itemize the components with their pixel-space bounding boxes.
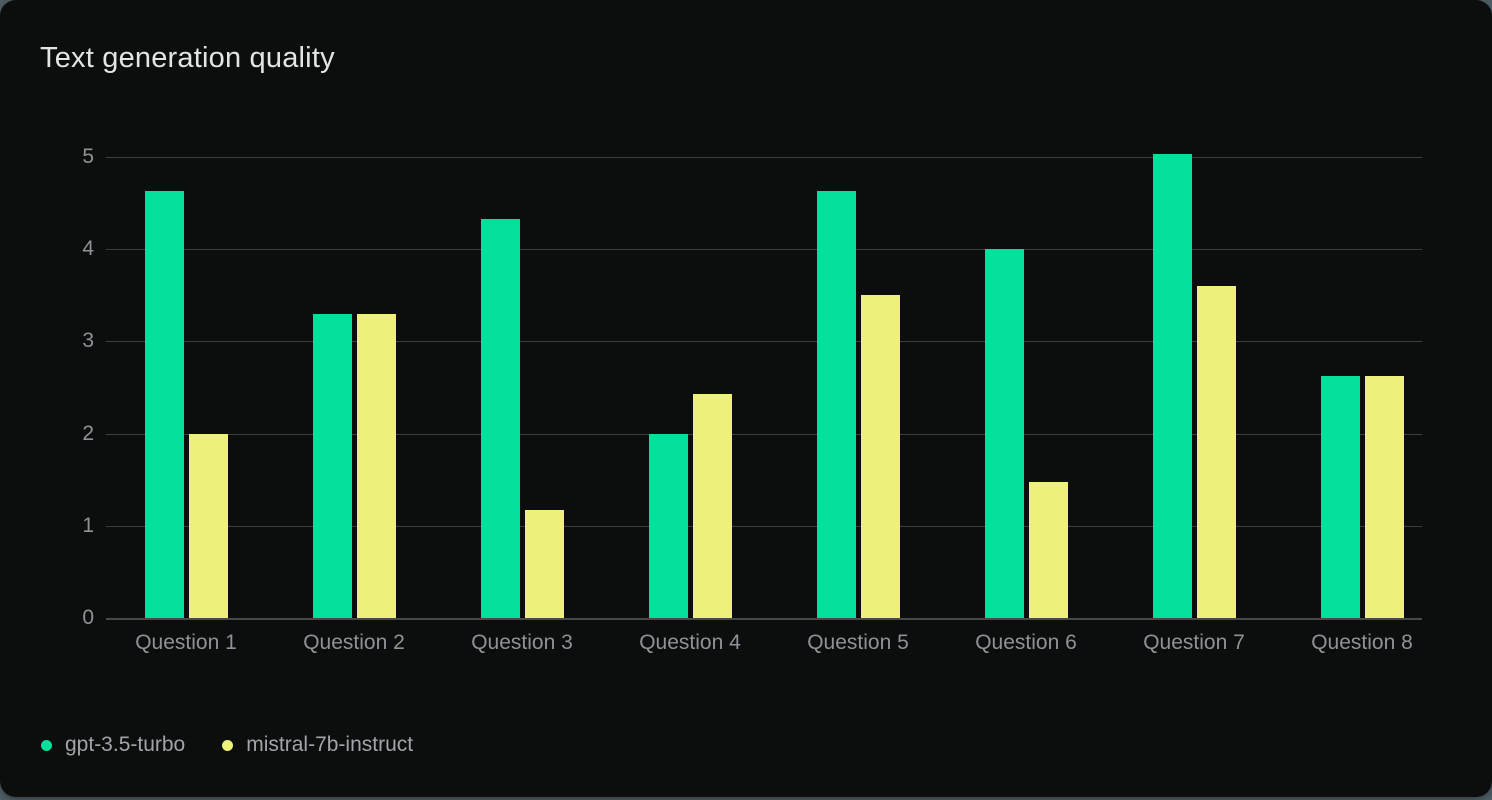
legend-label: gpt-3.5-turbo — [65, 733, 186, 756]
x-tick-label: Question 5 — [807, 631, 909, 654]
chart-legend: gpt-3.5-turbo mistral-7b-instruct — [41, 732, 413, 758]
x-tick-label: Question 7 — [1143, 631, 1245, 654]
bar-series-gpt-q2[interactable] — [312, 313, 352, 618]
gridline — [106, 525, 1422, 527]
bar-series-mistral-q1[interactable] — [188, 433, 228, 618]
bar-series-gpt-q5[interactable] — [816, 191, 856, 618]
y-tick-label: 1 — [82, 513, 94, 537]
y-tick-label: 0 — [82, 606, 94, 629]
y-tick-label: 3 — [82, 329, 94, 353]
y-tick-label: 2 — [82, 421, 94, 445]
legend-dot-icon — [41, 739, 52, 751]
bar-series-gpt-q1[interactable] — [144, 191, 184, 618]
x-tick-label: Question 3 — [471, 631, 573, 654]
legend-dot-icon — [222, 739, 234, 751]
bar-series-gpt-q3[interactable] — [480, 218, 520, 618]
legend-label: mistral-7b-instruct — [246, 733, 414, 756]
x-tick-label: Question 8 — [1311, 631, 1413, 654]
x-tick-label: Question 6 — [975, 631, 1077, 654]
chart-title: Text generation quality — [40, 42, 335, 74]
x-tick-label: Question 4 — [639, 631, 741, 654]
x-axis-baseline — [106, 618, 1422, 620]
gridline — [106, 157, 1422, 158]
bar-series-mistral-q5[interactable] — [860, 295, 900, 618]
x-tick-label: Question 2 — [303, 631, 405, 654]
x-tick-label: Question 1 — [135, 631, 237, 654]
bar-series-mistral-q7[interactable] — [1196, 286, 1236, 618]
legend-item-mistral[interactable]: mistral-7b-instruct — [222, 733, 413, 757]
y-tick-label: 4 — [82, 237, 94, 261]
gridline — [106, 249, 1422, 251]
bar-series-gpt-q7[interactable] — [1152, 154, 1192, 618]
y-tick-label: 5 — [82, 145, 94, 168]
bar-series-mistral-q3[interactable] — [524, 510, 564, 618]
bar-series-gpt-q8[interactable] — [1320, 375, 1360, 618]
legend-item-gpt[interactable]: gpt-3.5-turbo — [41, 733, 185, 757]
bar-series-gpt-q4[interactable] — [648, 433, 688, 618]
bar-series-mistral-q4[interactable] — [692, 393, 732, 618]
gridline — [106, 341, 1422, 343]
bar-series-gpt-q6[interactable] — [984, 249, 1024, 618]
bar-series-mistral-q2[interactable] — [356, 313, 396, 618]
gridline — [106, 433, 1422, 435]
bar-series-mistral-q6[interactable] — [1028, 482, 1068, 618]
bar-series-mistral-q8[interactable] — [1364, 375, 1404, 618]
